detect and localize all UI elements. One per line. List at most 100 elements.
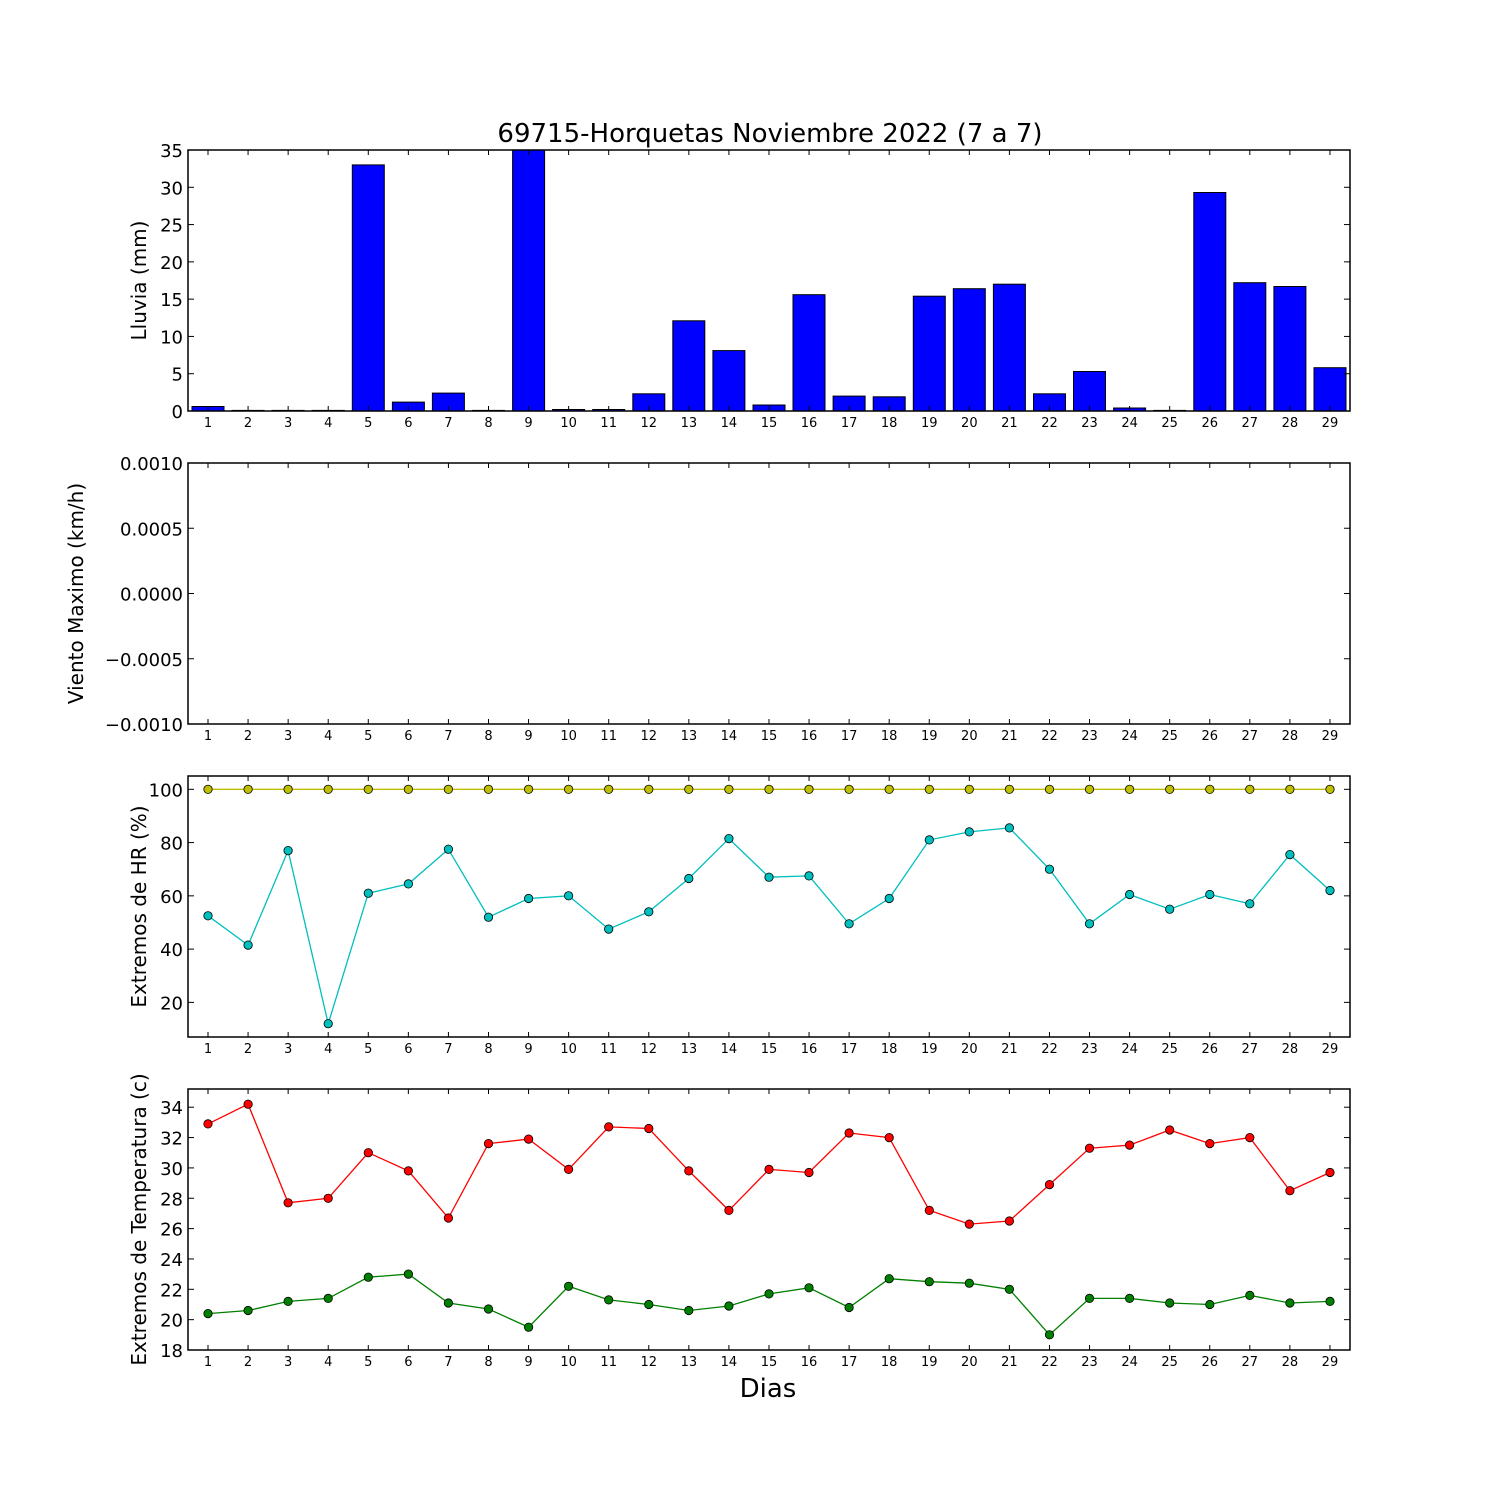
series-2-point-day-2 (243, 940, 253, 950)
series-2-point-day-10 (563, 891, 574, 901)
series-2-point-day-23 (1084, 919, 1095, 929)
x-tick-label: 15 (761, 1042, 778, 1057)
series-1-point-day-15 (764, 1164, 774, 1175)
bar-day-28 (1273, 286, 1307, 412)
series-1-point-day-13 (684, 784, 694, 794)
series-1-point-day-20 (964, 784, 974, 794)
series-1-point-day-22 (1044, 784, 1055, 794)
x-tick-label: 3 (284, 1042, 292, 1057)
x-tick-label: 21 (1001, 1042, 1018, 1057)
x-tick-label: 20 (961, 416, 978, 431)
x-tick-label: 5 (364, 416, 372, 431)
series-1-point-day-4 (323, 784, 333, 794)
bar-day-29 (1313, 367, 1347, 412)
series-1-point-day-15 (764, 784, 774, 794)
x-tick-label: 23 (1081, 1042, 1098, 1057)
x-tick-label: 29 (1322, 1042, 1339, 1057)
x-tick-label: 1 (204, 1355, 212, 1370)
series-2-point-day-9 (523, 893, 534, 904)
bar-day-13 (672, 320, 706, 412)
x-tick-label: 14 (721, 1355, 738, 1370)
y-tick-label: 24 (160, 1250, 183, 1271)
series-2-point-day-7 (443, 844, 453, 854)
series-1-point-day-14 (724, 1205, 734, 1216)
x-tick-label: 27 (1242, 729, 1259, 744)
series-1-point-day-14 (724, 784, 734, 794)
series-1-point-day-22 (1044, 1180, 1055, 1190)
y-tick-label: 18 (160, 1341, 183, 1362)
series-2-point-day-19 (924, 835, 934, 845)
y-tick-label: 60 (160, 887, 183, 908)
x-tick-label: 16 (801, 416, 818, 431)
series-1-point-day-28 (1285, 1186, 1295, 1196)
y-tick-label: 20 (160, 993, 183, 1014)
series-2-point-day-25 (1165, 1298, 1175, 1308)
series-1-point-day-23 (1084, 1143, 1095, 1153)
series-2-point-day-23 (1084, 1293, 1095, 1304)
x-tick-label: 19 (921, 1355, 938, 1370)
x-tick-label: 6 (404, 416, 412, 431)
x-tick-label: 16 (801, 1042, 818, 1057)
y-axis-label: Extremos de Temperatura (c) (127, 1073, 151, 1365)
x-tick-label: 9 (524, 1042, 532, 1057)
series-1-point-day-5 (363, 784, 373, 794)
series-1-point-day-9 (523, 1134, 534, 1144)
x-tick-label: 3 (284, 416, 292, 431)
series-2-point-day-2 (243, 1305, 253, 1316)
x-tick-label: 15 (761, 416, 778, 431)
x-tick-label: 27 (1242, 1355, 1259, 1370)
series-2-point-day-13 (684, 873, 694, 884)
series-2-point-day-3 (283, 1296, 293, 1307)
x-tick-label: 26 (1201, 1355, 1218, 1370)
y-tick-label: 100 (149, 780, 183, 801)
series-1-point-day-4 (323, 1193, 333, 1203)
x-tick-label: 29 (1322, 729, 1339, 744)
x-tick-label: 3 (284, 729, 292, 744)
series-1-point-day-17 (844, 784, 854, 794)
x-tick-label: 11 (600, 416, 617, 431)
x-tick-label: 18 (881, 1355, 898, 1370)
y-axis-label: Extremos de HR (%) (127, 805, 151, 1007)
x-tick-label: 7 (444, 1042, 452, 1057)
series-2-point-day-27 (1245, 899, 1255, 909)
x-tick-label: 22 (1041, 416, 1058, 431)
y-tick-label: 30 (160, 1159, 183, 1180)
x-tick-label: 7 (444, 729, 452, 744)
y-tick-label: 32 (160, 1129, 183, 1150)
series-1-line (207, 1103, 1331, 1225)
series-1-point-day-21 (1004, 1216, 1015, 1226)
series-2-point-day-26 (1205, 889, 1215, 900)
x-tick-label: 17 (841, 729, 858, 744)
y-tick-label: 22 (160, 1280, 183, 1301)
series-2-point-day-11 (604, 1295, 614, 1305)
x-tick-label: 12 (640, 416, 657, 431)
x-tick-label: 20 (961, 1042, 978, 1057)
series-2-point-day-28 (1285, 1298, 1295, 1308)
x-axis-label: Dias (740, 1374, 797, 1404)
series-1-point-day-13 (684, 1166, 694, 1176)
y-tick-label: 0.0010 (120, 454, 183, 475)
x-tick-label: 26 (1201, 729, 1218, 744)
y-axis-label: Lluvia (mm) (127, 221, 151, 341)
series-1-point-day-7 (443, 1213, 453, 1223)
x-tick-label: 16 (801, 1355, 818, 1370)
x-tick-label: 1 (204, 416, 212, 431)
series-2-point-day-11 (604, 924, 614, 934)
x-tick-label: 24 (1121, 729, 1138, 744)
series-2-point-day-28 (1285, 849, 1295, 860)
x-tick-label: 24 (1121, 1042, 1138, 1057)
x-tick-label: 1 (204, 1042, 212, 1057)
series-1-point-day-18 (884, 784, 894, 794)
series-1-point-day-16 (804, 784, 814, 794)
series-2-point-day-13 (684, 1305, 694, 1316)
series-1-point-day-10 (563, 1164, 574, 1175)
series-2-point-day-26 (1205, 1299, 1215, 1310)
series-2-point-day-12 (644, 907, 654, 917)
series-1-point-day-1 (203, 1119, 213, 1129)
x-tick-label: 26 (1201, 1042, 1218, 1057)
series-2-point-day-19 (924, 1277, 934, 1287)
series-2-point-day-7 (443, 1298, 453, 1308)
y-tick-label: 28 (160, 1189, 183, 1210)
x-tick-label: 14 (721, 729, 738, 744)
